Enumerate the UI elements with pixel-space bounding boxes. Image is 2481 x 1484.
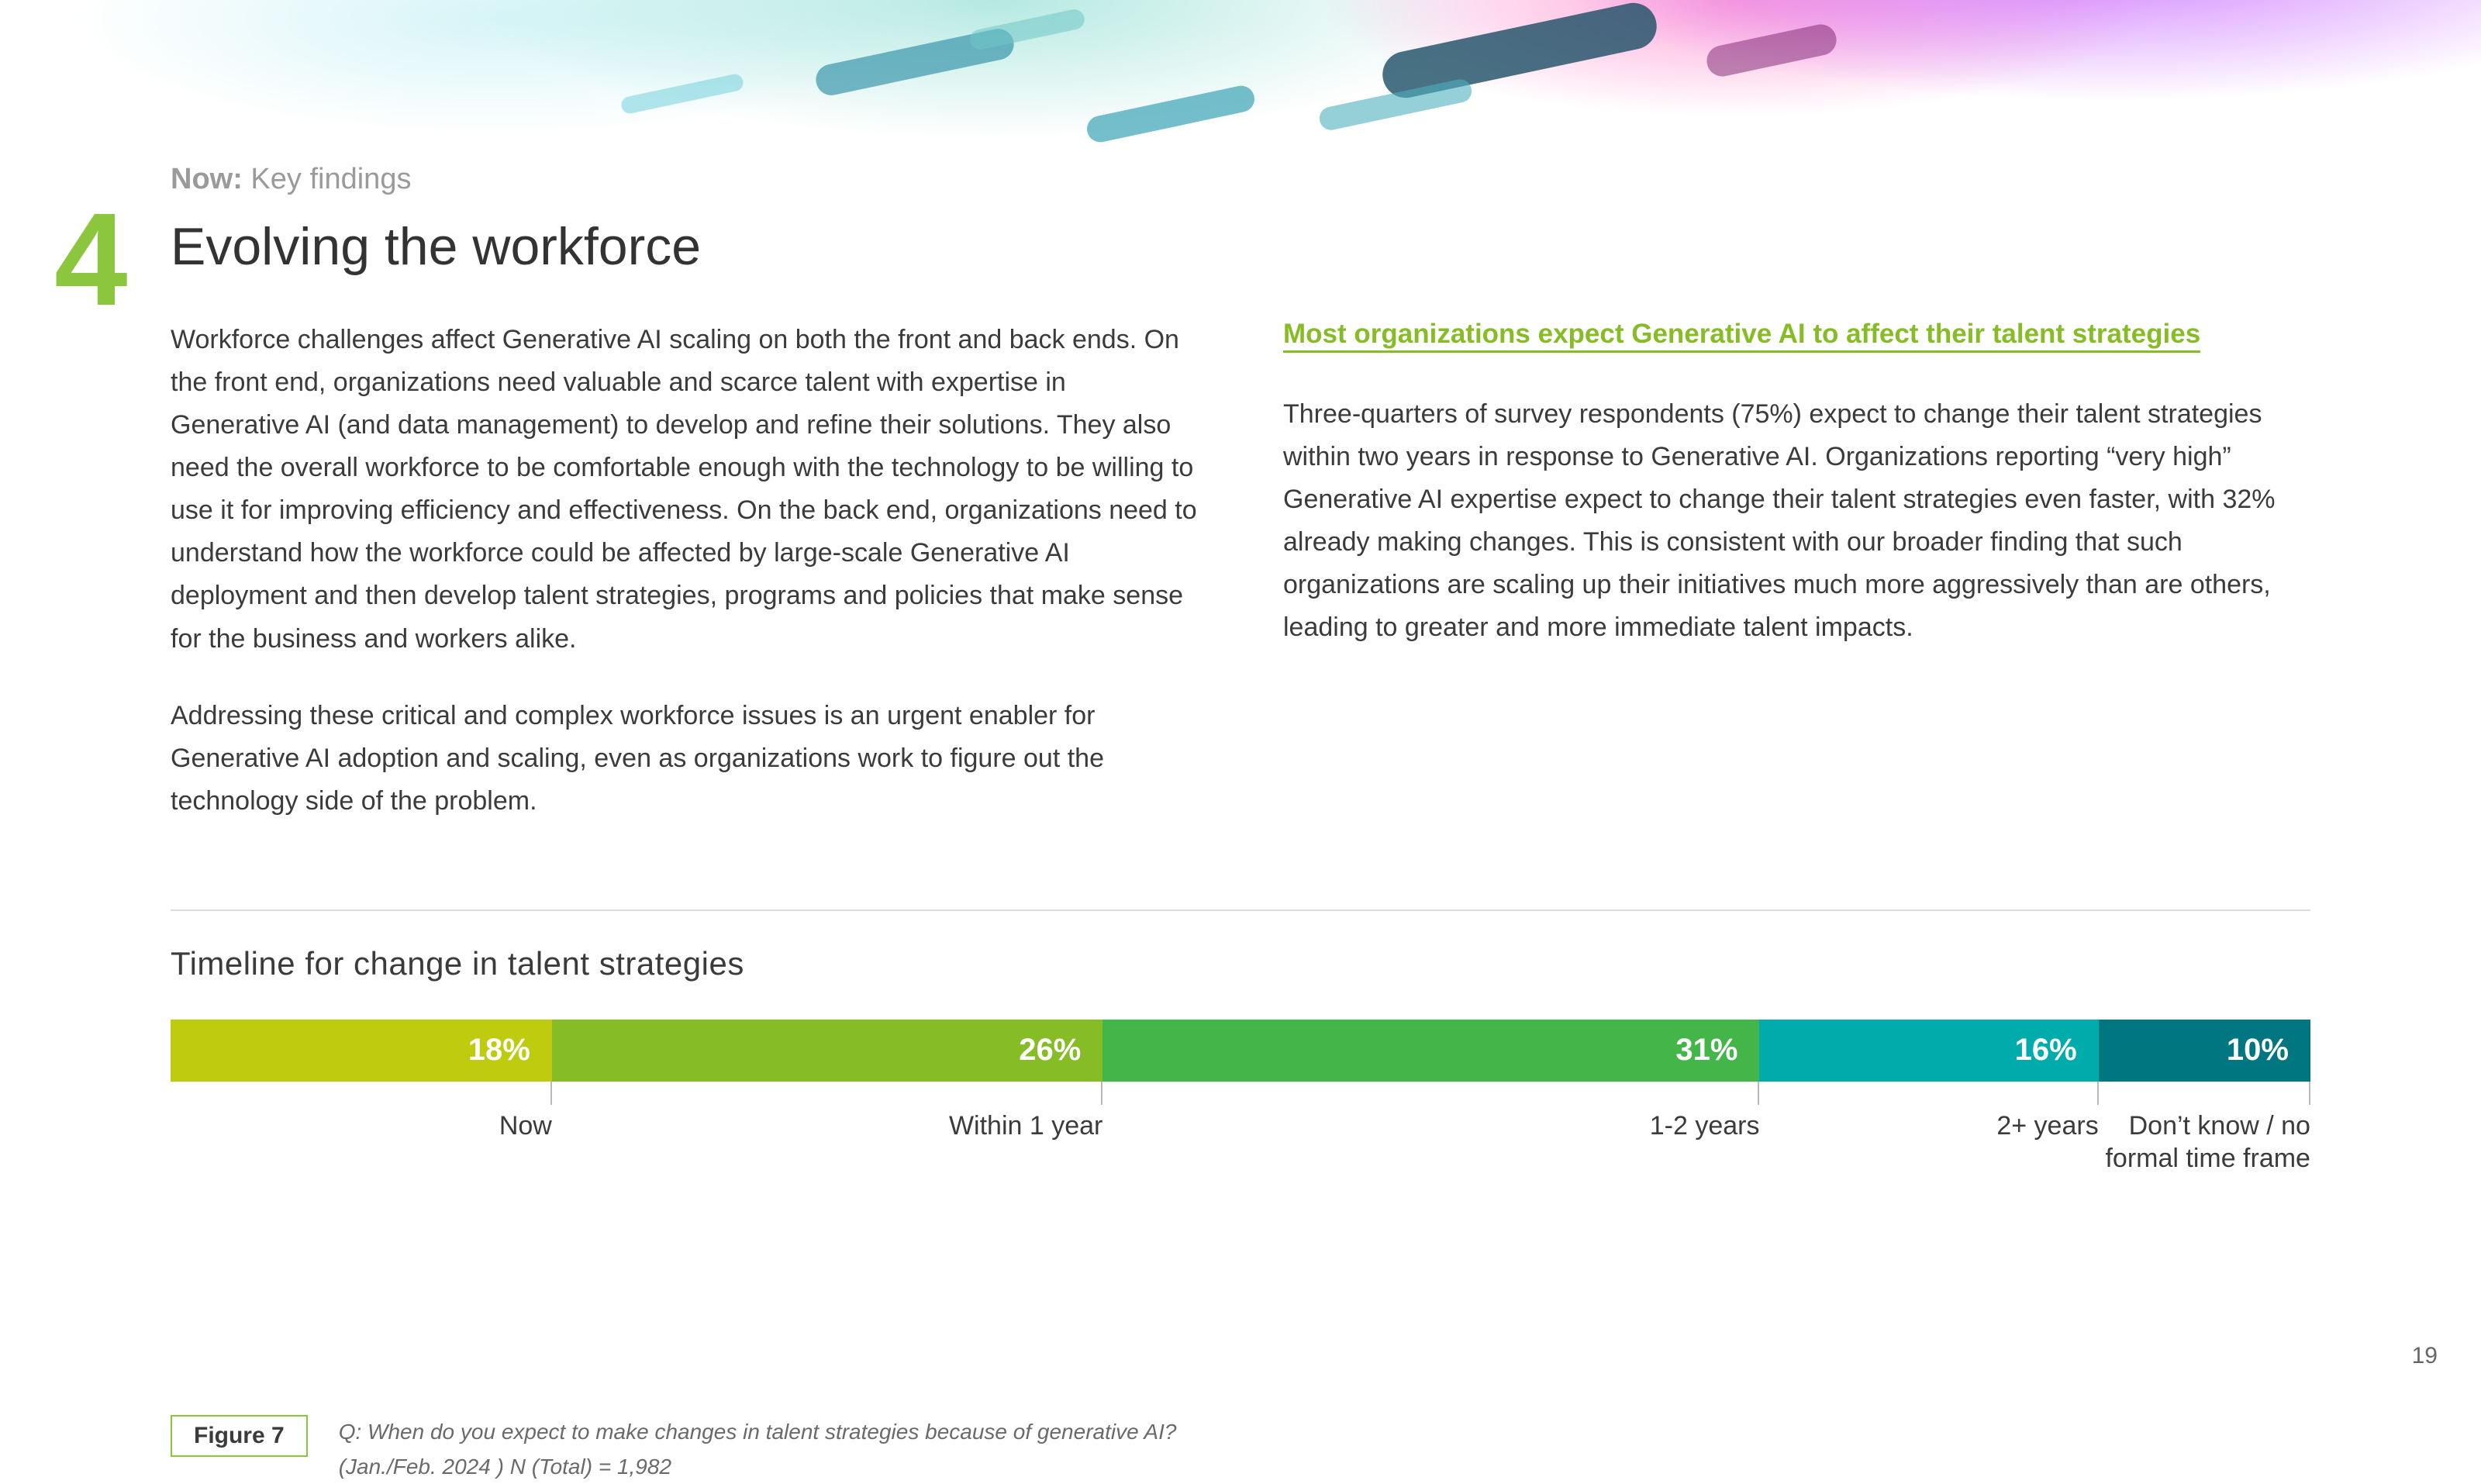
- tick-line: [2309, 1082, 2310, 1105]
- bar-segment: 31%: [1102, 1020, 1759, 1082]
- bar-segment: 10%: [2099, 1020, 2310, 1082]
- decorative-pill: [1704, 22, 1840, 79]
- page-title: Evolving the workforce: [171, 216, 2310, 277]
- decorative-pill: [619, 73, 744, 116]
- chart-title: Timeline for change in talent strategies: [171, 945, 2310, 982]
- body-paragraph: Addressing these critical and complex wo…: [171, 695, 1198, 823]
- tick-label: Now: [319, 1110, 552, 1143]
- tick-line: [550, 1082, 552, 1105]
- tick-line: [1758, 1082, 1759, 1105]
- body-paragraph: Workforce challenges affect Generative A…: [171, 319, 1198, 661]
- decorative-pill: [1085, 84, 1257, 145]
- eyebrow-rest: Key findings: [243, 163, 412, 195]
- bar-segment: 18%: [171, 1020, 552, 1082]
- tick-label: Within 1 year: [870, 1110, 1102, 1143]
- tick-label: 1-2 years: [1527, 1110, 1759, 1143]
- left-column: Workforce challenges affect Generative A…: [171, 319, 1198, 857]
- decorative-pill: [968, 8, 1086, 52]
- tick-line: [2097, 1082, 2099, 1105]
- right-column: Most organizations expect Generative AI …: [1283, 319, 2310, 857]
- eyebrow-strong: Now:: [171, 163, 243, 195]
- bar-segment: 26%: [552, 1020, 1102, 1082]
- body-paragraph: Three-quarters of survey respondents (75…: [1283, 393, 2310, 649]
- section-divider: [171, 909, 2310, 911]
- chart-source: (Jan./Feb. 2024 ) N (Total) = 1,982: [339, 1450, 1177, 1484]
- timeline-stacked-bar: 18%26%31%16%10%: [171, 1020, 2310, 1082]
- section-number: 4: [54, 194, 128, 326]
- tick-line: [1101, 1082, 1102, 1105]
- figure-caption-row: Figure 7 Q: When do you expect to make c…: [171, 1415, 2310, 1484]
- figure-badge: Figure 7: [171, 1415, 308, 1457]
- bar-segment: 16%: [1759, 1020, 2098, 1082]
- subheading: Most organizations expect Generative AI …: [1283, 319, 2200, 353]
- chart-question: Q: When do you expect to make changes in…: [339, 1415, 1177, 1450]
- eyebrow: Now: Key findings: [171, 163, 2310, 196]
- tick-label: 2+ years: [1866, 1110, 2099, 1143]
- tick-label: Don’t know / no formal time frame: [2078, 1110, 2310, 1175]
- page-number: 19: [2412, 1343, 2438, 1369]
